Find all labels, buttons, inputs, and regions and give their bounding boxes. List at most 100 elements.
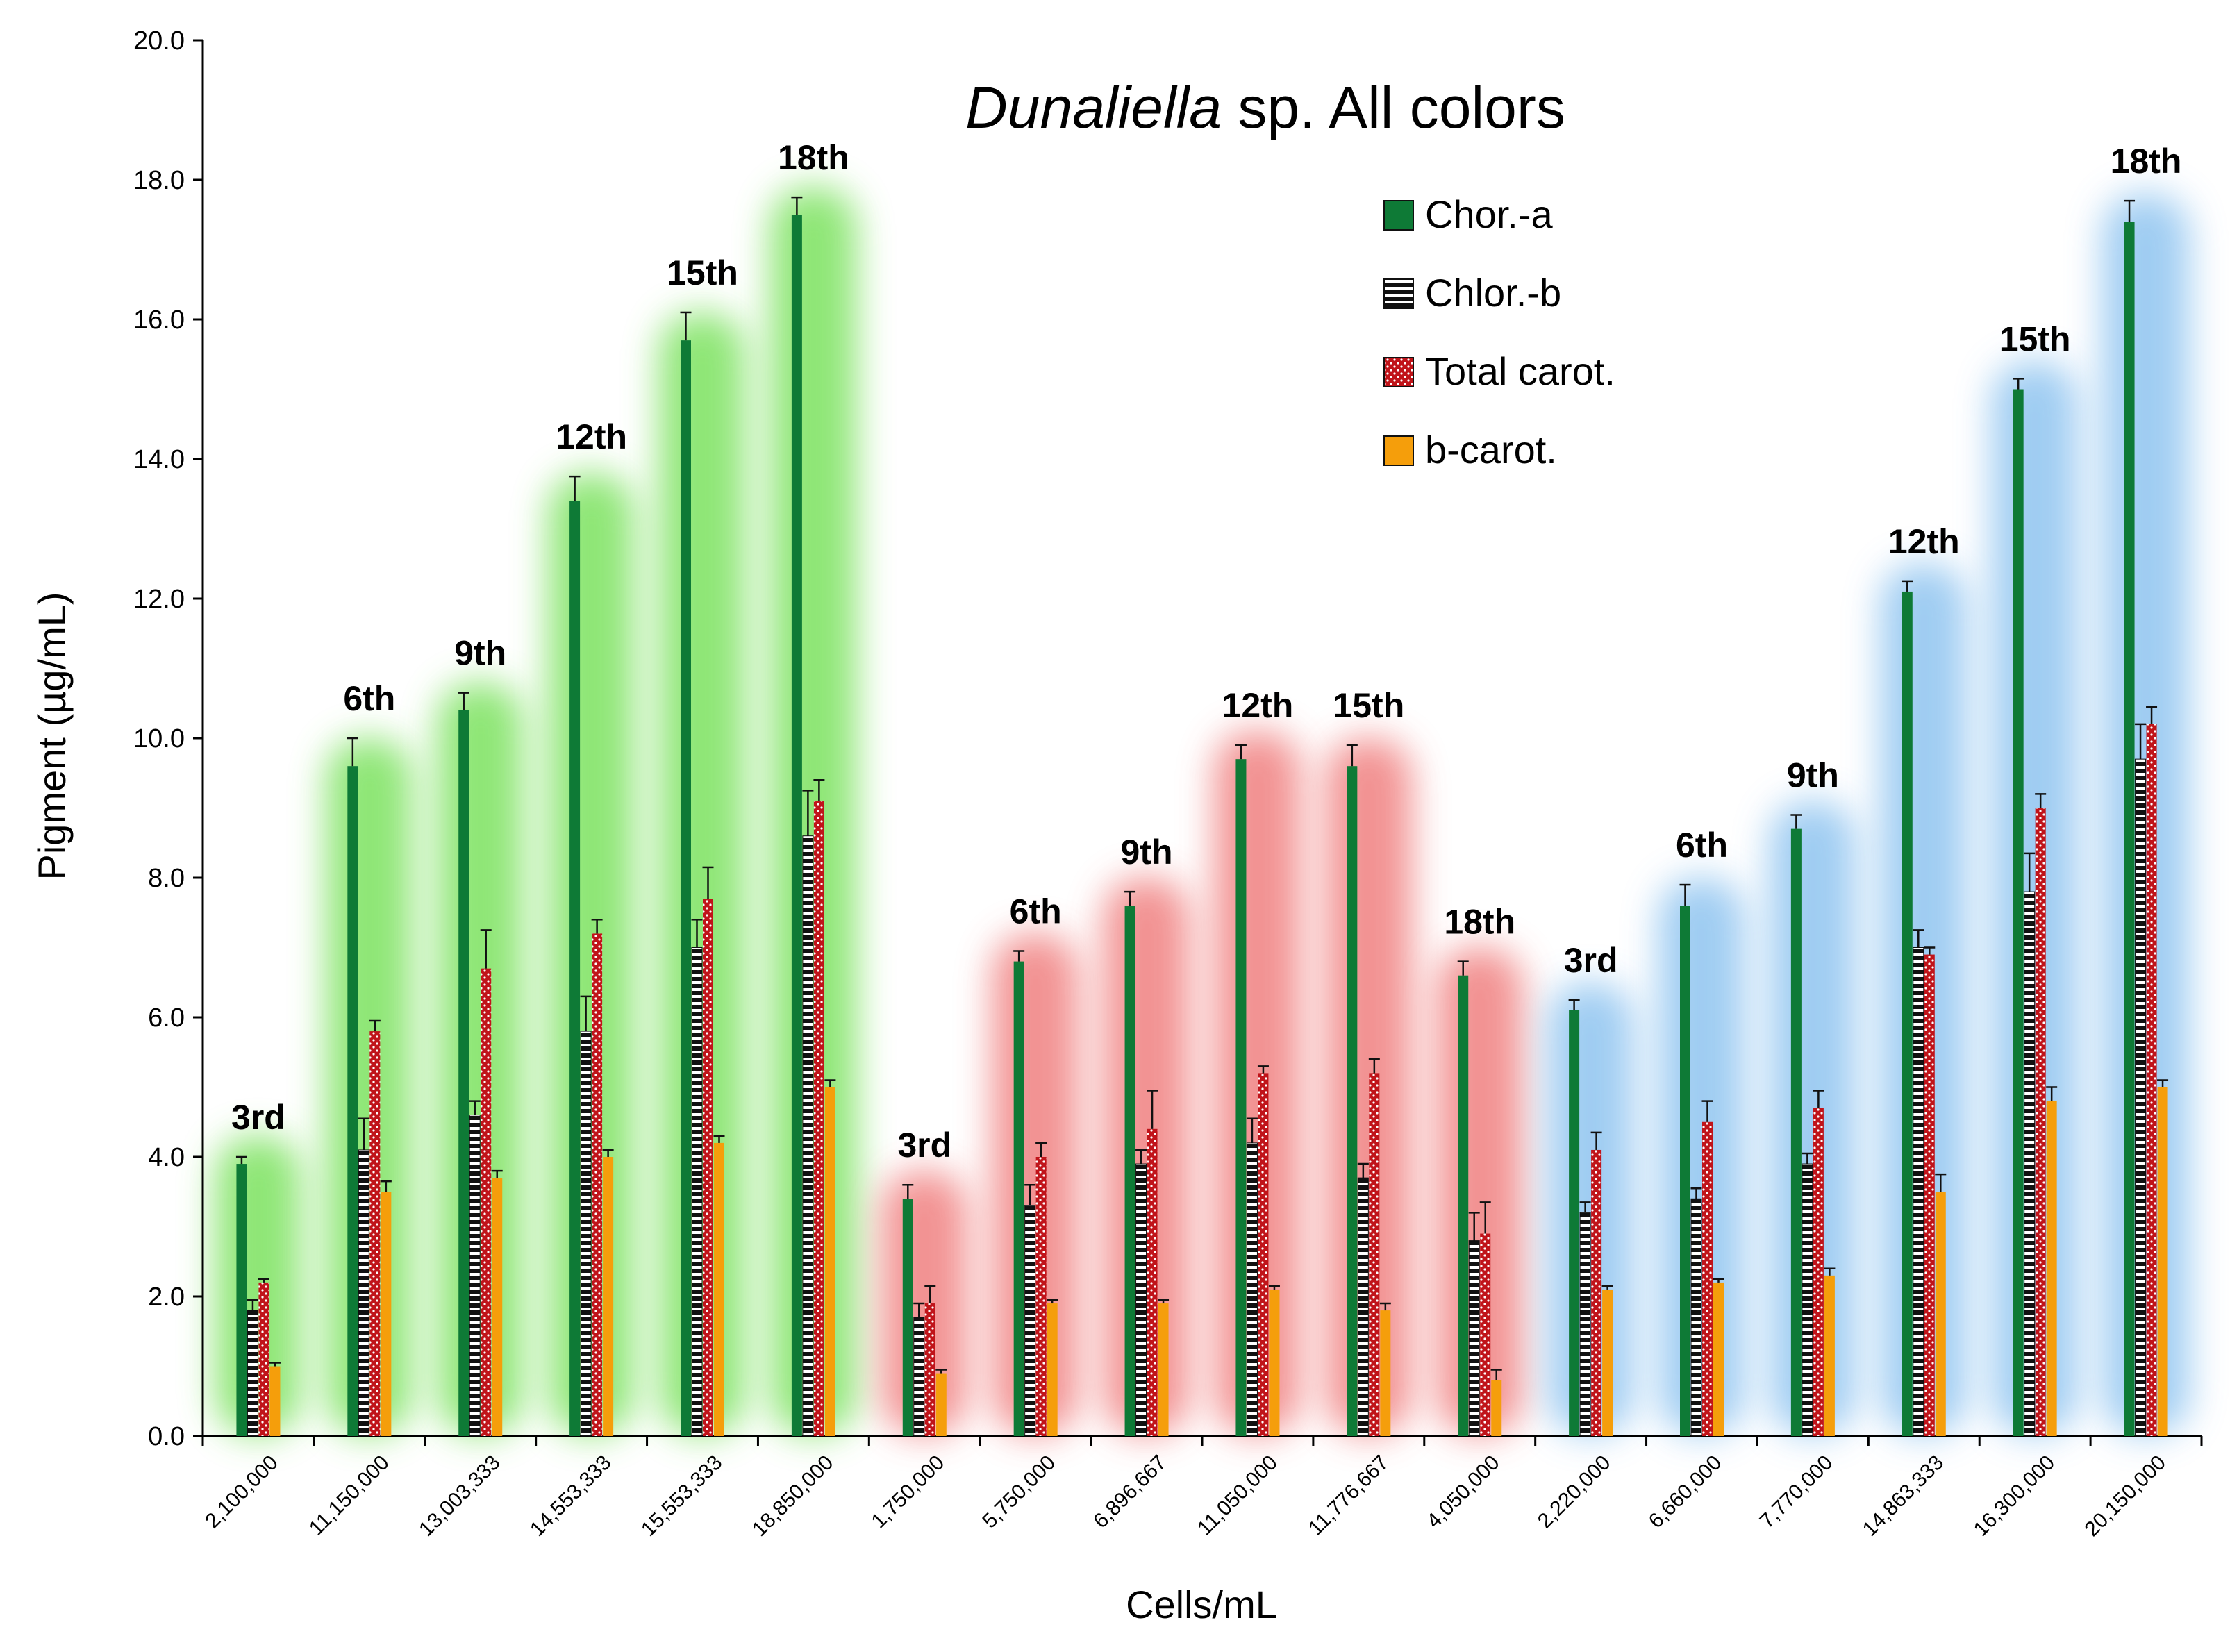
y-tick-label: 8.0: [148, 864, 185, 893]
bar-b-carot-: [1047, 1303, 1058, 1436]
bar-chlor-b: [1802, 1163, 1813, 1437]
legend-label: b-carot.: [1425, 428, 1557, 472]
bar-b-carot-: [1269, 1289, 1280, 1436]
bar-chor-a: [1347, 766, 1358, 1436]
bar-chlor-b: [913, 1317, 925, 1437]
day-label: 18th: [778, 138, 849, 177]
bar-b-carot-: [1824, 1275, 1835, 1436]
bar-chlor-b: [358, 1149, 369, 1437]
bar-chor-a: [347, 766, 358, 1436]
day-label: 6th: [1010, 892, 1062, 931]
x-tick-label: 11,050,000: [1193, 1451, 1282, 1540]
day-label: 9th: [1121, 833, 1173, 871]
legend-label: Total carot.: [1425, 349, 1615, 393]
bar-b-carot-: [714, 1142, 724, 1436]
day-label: 18th: [2111, 142, 2182, 181]
bar-chlor-b: [802, 835, 814, 1437]
y-tick-label: 14.0: [133, 445, 185, 474]
bar-chlor-b: [247, 1310, 258, 1437]
bar-chlor-b: [1913, 947, 1924, 1437]
bar-b-carot-: [1491, 1380, 1502, 1436]
day-label: 3rd: [897, 1126, 951, 1165]
bar-total-carot-: [1258, 1073, 1269, 1436]
bar-b-carot-: [2046, 1101, 2057, 1436]
x-tick-label: 15,553,333: [637, 1451, 727, 1542]
bar-chor-a: [1235, 759, 1247, 1436]
bar-total-carot-: [1591, 1149, 1602, 1436]
bar-b-carot-: [1380, 1310, 1391, 1436]
x-tick-label: 11,776,667: [1304, 1451, 1393, 1540]
bar-chor-a: [1902, 591, 1913, 1437]
bars: [235, 196, 2169, 1437]
bar-chlor-b: [1246, 1142, 1258, 1437]
legend: Chor.-a Chlor.-b Total carot. b-carot.: [1383, 192, 1615, 472]
bar-b-carot-: [2157, 1087, 2168, 1436]
bar-total-carot-: [1147, 1128, 1158, 1436]
bar-b-carot-: [603, 1157, 614, 1436]
x-tick-label: 14,553,333: [526, 1451, 616, 1542]
glow-background: [326, 738, 413, 1435]
bar-total-carot-: [2146, 724, 2157, 1436]
bar-total-carot-: [924, 1303, 935, 1436]
bar-chlor-b: [580, 1031, 592, 1437]
legend-swatch: [1383, 435, 1414, 466]
y-axis-title: Pigment (µg/mL): [30, 592, 74, 880]
day-label: 6th: [343, 679, 395, 718]
y-tick-label: 18.0: [133, 166, 185, 195]
bar-total-carot-: [1035, 1157, 1047, 1436]
day-label: 9th: [454, 634, 506, 673]
day-label: 6th: [1676, 826, 1728, 865]
day-label: 3rd: [231, 1098, 285, 1137]
legend-swatch: [1383, 200, 1414, 231]
bar-chor-a: [1458, 975, 1469, 1436]
x-tick-label: 16,300,000: [1970, 1451, 2060, 1542]
x-tick-label: 14,863,333: [1858, 1451, 1949, 1542]
chart-title: Dunaliella sp. All colors: [965, 75, 1565, 140]
bar-b-carot-: [1713, 1282, 1724, 1436]
x-tick-label: 7,770,000: [1756, 1451, 1838, 1533]
day-label: 12th: [1888, 522, 1960, 561]
bar-b-carot-: [824, 1087, 835, 1436]
x-tick-label: 11,150,000: [305, 1451, 394, 1540]
bar-chlor-b: [1357, 1177, 1369, 1437]
bar-total-carot-: [813, 801, 824, 1436]
x-tick-label: 2,100,000: [201, 1451, 283, 1533]
bar-total-carot-: [481, 968, 492, 1436]
day-label: 12th: [1222, 686, 1294, 725]
x-tick-label: 13,003,333: [415, 1451, 505, 1542]
bar-total-carot-: [2035, 808, 2046, 1436]
bar-chor-a: [791, 215, 802, 1436]
bar-b-carot-: [492, 1178, 503, 1436]
y-tick-label: 2.0: [148, 1283, 185, 1312]
day-label: 3rd: [1564, 941, 1618, 980]
bar-b-carot-: [1158, 1303, 1169, 1436]
day-label: 15th: [1999, 319, 2071, 358]
y-tick-label: 12.0: [133, 585, 185, 614]
bar-chlor-b: [1690, 1198, 1702, 1437]
y-tick-label: 4.0: [148, 1143, 185, 1172]
y-tick-label: 20.0: [133, 26, 185, 56]
x-tick-label: 18,850,000: [748, 1451, 838, 1542]
y-tick-label: 16.0: [133, 306, 185, 335]
bar-b-carot-: [1935, 1192, 1946, 1436]
bar-b-carot-: [1602, 1289, 1613, 1436]
group-glow-backgrounds: [215, 187, 2190, 1435]
day-label: 18th: [1444, 903, 1515, 942]
bar-chor-a: [236, 1164, 247, 1436]
legend-label: Chlor.-b: [1425, 271, 1561, 315]
bar-total-carot-: [1702, 1121, 1713, 1436]
bar-chor-a: [902, 1199, 913, 1436]
legend-swatch: [1383, 278, 1414, 309]
day-label: 12th: [556, 417, 627, 456]
bar-chor-a: [1680, 906, 1690, 1436]
bar-chlor-b: [691, 947, 703, 1437]
bar-chor-a: [1790, 828, 1802, 1436]
bar-chor-a: [2013, 389, 2024, 1436]
bar-total-carot-: [1813, 1108, 1824, 1436]
day-label: 9th: [1787, 756, 1839, 795]
y-tick-label: 10.0: [133, 724, 185, 753]
x-tick-label: 2,220,000: [1533, 1451, 1615, 1533]
bar-chlor-b: [1579, 1212, 1591, 1437]
bar-total-carot-: [1369, 1073, 1380, 1436]
